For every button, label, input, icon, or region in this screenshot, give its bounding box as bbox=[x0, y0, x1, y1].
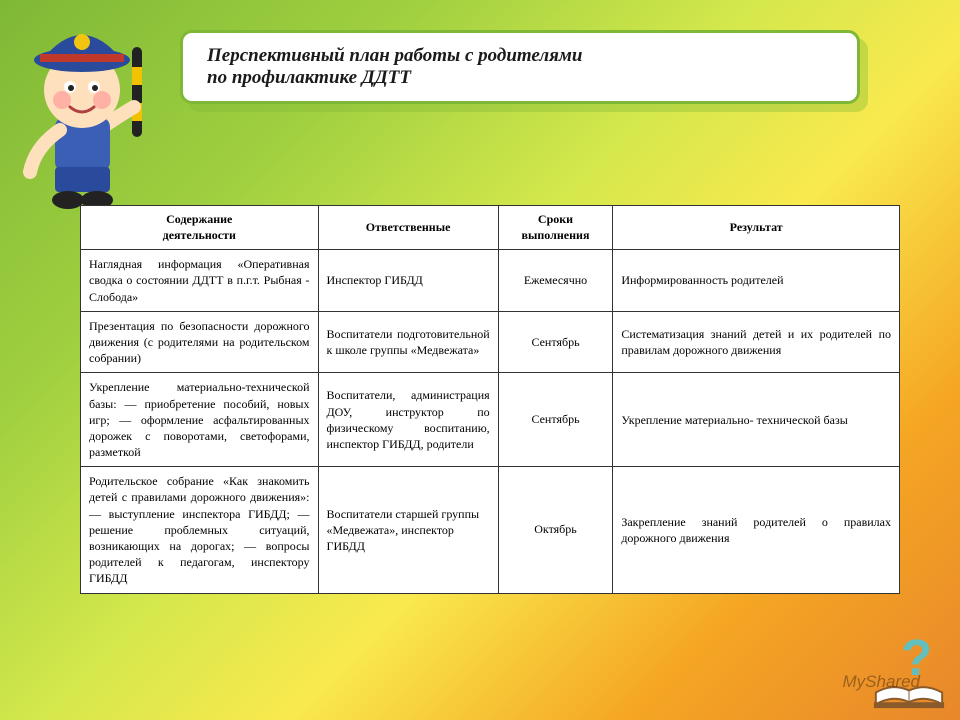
cell-responsible: Воспитатели, администрация ДОУ, инструкт… bbox=[318, 373, 498, 467]
cell-result: Информированность родителей bbox=[613, 250, 900, 312]
table-row: Наглядная информация «Оперативная сводка… bbox=[81, 250, 900, 312]
title-banner: Перспективный план работы с родителями п… bbox=[180, 30, 860, 104]
table-row: Укрепление материально-технической базы:… bbox=[81, 373, 900, 467]
cell-content: Наглядная информация «Оперативная сводка… bbox=[81, 250, 319, 312]
cell-content: Презентация по безопасности дорожного дв… bbox=[81, 311, 319, 373]
cell-result: Систематизация знаний детей и их родител… bbox=[613, 311, 900, 373]
header-term: Срокивыполнения bbox=[498, 206, 613, 250]
cell-responsible: Воспитатели старшей группы «Медвежата», … bbox=[318, 467, 498, 593]
cell-term: Сентябрь bbox=[498, 373, 613, 467]
watermark: MyShared bbox=[843, 672, 920, 692]
cell-term: Сентябрь bbox=[498, 311, 613, 373]
title-line-1: Перспективный план работы с родителями bbox=[207, 45, 833, 67]
title-line-2: по профилактике ДДТТ bbox=[207, 67, 833, 89]
mascot-policeman-icon bbox=[0, 12, 165, 212]
plan-table: Содержаниедеятельности Ответственные Сро… bbox=[80, 205, 900, 594]
cell-content: Укрепление материально-технической базы:… bbox=[81, 373, 319, 467]
cell-term: Октябрь bbox=[498, 467, 613, 593]
cell-responsible: Инспектор ГИБДД bbox=[318, 250, 498, 312]
cell-term: Ежемесячно bbox=[498, 250, 613, 312]
table-row: Родительское собрание «Как знакомить дет… bbox=[81, 467, 900, 593]
cell-responsible: Воспитатели подготовительной к школе гру… bbox=[318, 311, 498, 373]
header-result: Результат bbox=[613, 206, 900, 250]
cell-result: Закрепление знаний родителей о правилах … bbox=[613, 467, 900, 593]
table-header-row: Содержаниедеятельности Ответственные Сро… bbox=[81, 206, 900, 250]
cell-result: Укрепление материально- технической базы bbox=[613, 373, 900, 467]
header-content: Содержаниедеятельности bbox=[81, 206, 319, 250]
table-row: Презентация по безопасности дорожного дв… bbox=[81, 311, 900, 373]
header-responsible: Ответственные bbox=[318, 206, 498, 250]
cell-content: Родительское собрание «Как знакомить дет… bbox=[81, 467, 319, 593]
